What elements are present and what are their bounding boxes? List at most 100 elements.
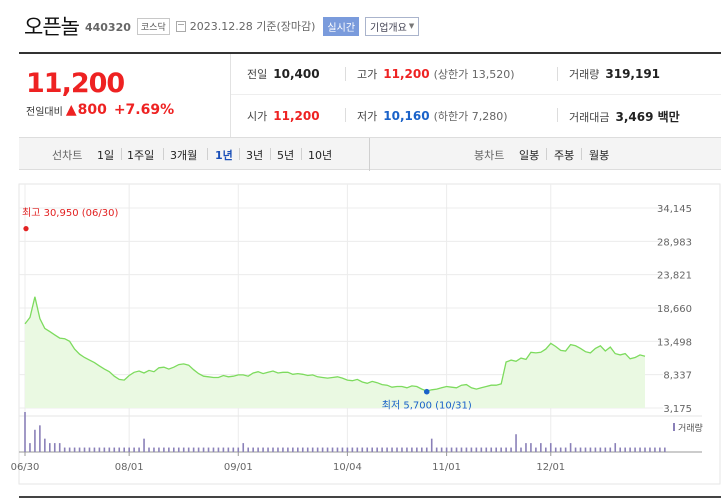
volume-bar — [545, 447, 547, 452]
volume-bar — [470, 447, 473, 452]
volume-bar — [371, 447, 373, 452]
low-label: 저가 — [357, 110, 378, 123]
candle-tab-daily[interactable]: 일봉 — [519, 149, 540, 162]
chart-toolbar: 선차트 1일 1주일 3개월 1년 3년 5년 10년 봉차트 일봉 주봉 월봉 — [19, 137, 721, 171]
volume-bar — [297, 447, 299, 452]
current-price: 11,200 — [26, 68, 125, 99]
divider — [163, 148, 164, 160]
volume-bar — [68, 447, 71, 452]
volume-legend-swatch — [673, 423, 675, 431]
volume-bar — [29, 443, 31, 452]
volume-bar — [267, 447, 269, 452]
volume-bar — [242, 443, 245, 452]
volume-bar — [24, 412, 26, 452]
volume-bar — [49, 443, 51, 452]
calendar-icon — [175, 20, 186, 32]
volume-bar — [460, 447, 463, 452]
volume-bar — [148, 447, 150, 452]
volume-bar — [510, 447, 512, 452]
y-tick-label: 23,821 — [657, 271, 692, 282]
bottom-divider — [19, 496, 721, 498]
change-percent: +7.69% — [113, 102, 175, 118]
volume-bar — [321, 447, 324, 452]
upper-limit: (상한가 13,520) — [433, 68, 515, 81]
volume-bar — [589, 447, 592, 452]
volume-bar — [202, 447, 205, 452]
price-chart[interactable]: 34,145 28,983 23,821 18,660 13,498 8,337 3,175… — [0, 172, 721, 499]
price-box: 11,200 전일대비 ▲ 800 +7.69% — [19, 54, 231, 137]
candle-tab-weekly[interactable]: 주봉 — [554, 149, 575, 162]
candle-tab-monthly[interactable]: 월봉 — [589, 149, 610, 162]
volume-bar — [505, 447, 507, 452]
live-button[interactable]: 실시간 — [323, 16, 360, 36]
open-value: 11,200 — [273, 109, 320, 123]
max-marker — [23, 226, 29, 232]
volume-bar — [485, 447, 488, 452]
volume-bar — [63, 447, 66, 452]
high-price: 고가 11,200 (상한가 13,520) — [357, 66, 515, 82]
stats-row: 전일 10,400 고가 11,200 (상한가 13,520) 거래량 319… — [231, 54, 721, 95]
volume-bar — [425, 447, 428, 452]
chevron-down-icon: ▼ — [408, 22, 415, 30]
change-label: 전일대비 — [26, 106, 63, 118]
volume-bar — [143, 438, 145, 452]
divider — [270, 148, 271, 160]
volume-bar — [78, 447, 81, 452]
volume-legend-label: 거래량 — [678, 422, 703, 434]
volume-bar — [34, 429, 36, 452]
period-tab-10y[interactable]: 10년 — [308, 149, 333, 162]
x-tick-label: 08/01 — [115, 462, 144, 473]
volume-bar — [39, 425, 41, 452]
volume-bar — [361, 447, 364, 452]
max-annotation: 최고 30,950 (06/30) — [22, 207, 118, 219]
period-tab-5y[interactable]: 5년 — [277, 149, 295, 162]
volume-bar — [138, 447, 140, 452]
volume-bar — [634, 447, 636, 452]
volume-bar — [609, 447, 612, 452]
volume-bar — [619, 447, 621, 452]
volume-value: 319,191 — [605, 67, 661, 81]
volume-bar — [376, 447, 378, 452]
volume-bar — [654, 447, 656, 452]
min-annotation: 최저 5,700 (10/31) — [382, 400, 472, 412]
period-tab-1y[interactable]: 1년 — [215, 149, 233, 162]
volume-bar — [173, 447, 175, 452]
period-tab-1w[interactable]: 1주일 — [127, 149, 155, 162]
volume-bar — [133, 447, 135, 452]
volume-bar — [366, 447, 369, 452]
volume-bar — [301, 447, 304, 452]
market-badge: 코스닥 — [136, 17, 170, 35]
volume-bar — [356, 447, 359, 452]
candle-chart-label: 봉차트 — [474, 149, 505, 162]
volume-bar — [604, 447, 607, 452]
volume-bar — [187, 447, 190, 452]
volume-bar — [316, 447, 319, 452]
lower-limit: (하한가 7,280) — [433, 110, 508, 123]
volume-bar — [88, 447, 91, 452]
volume-bar — [624, 447, 626, 452]
period-tab-3y[interactable]: 3년 — [246, 149, 264, 162]
period-tab-1d[interactable]: 1일 — [97, 149, 115, 162]
company-overview-button[interactable]: 기업개요 ▼ — [365, 16, 420, 36]
volume-bar — [569, 443, 572, 452]
volume-bar — [599, 447, 602, 452]
volume-bar — [351, 447, 354, 452]
volume-bar — [649, 447, 651, 452]
divider — [121, 148, 122, 160]
volume-bar — [212, 447, 215, 452]
volume-bar — [118, 447, 121, 452]
volume-bar — [182, 447, 185, 452]
volume-bar — [564, 447, 567, 452]
volume-bar — [579, 447, 582, 452]
volume-bar — [445, 447, 448, 452]
open-price: 시가 11,200 — [247, 108, 320, 124]
volume-bar — [282, 447, 284, 452]
x-tick-label: 06/30 — [11, 462, 40, 473]
line-chart-label: 선차트 — [52, 149, 83, 162]
volume-bar — [554, 447, 557, 452]
stock-header: 오픈놀 440320 코스닥 2023.12.28 기준(장마감) 실시간 기업… — [0, 0, 721, 52]
volume-bar — [336, 447, 339, 452]
period-tab-3m[interactable]: 3개월 — [170, 149, 198, 162]
volume-bar — [222, 447, 225, 452]
volume-bar — [257, 447, 259, 452]
